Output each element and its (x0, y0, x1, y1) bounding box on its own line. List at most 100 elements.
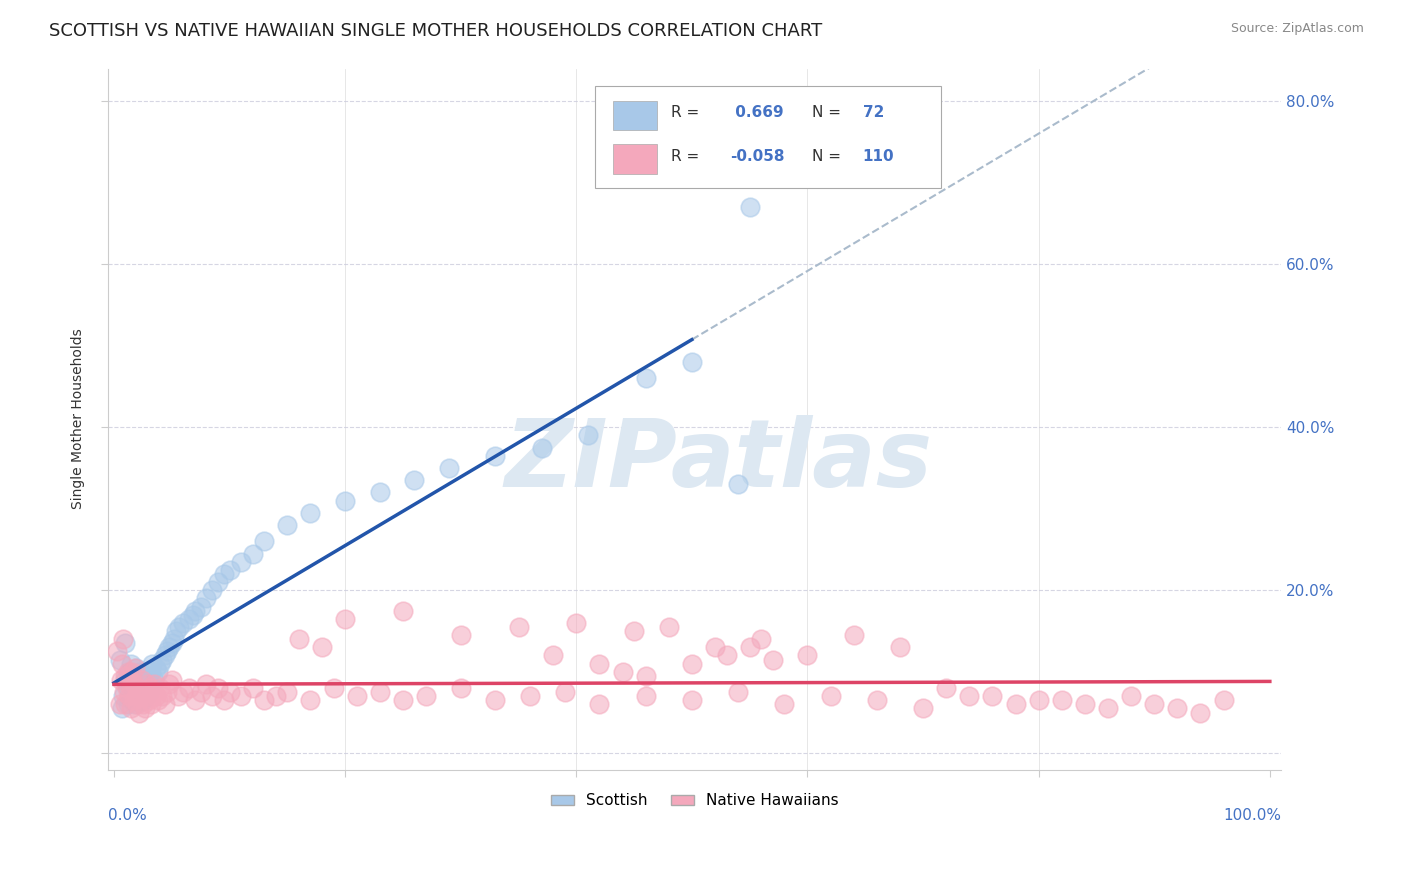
Point (796, 648, 818, 663)
Point (118, 690, 141, 704)
Point (276, 518, 298, 533)
Point (623, 624, 645, 638)
Text: R =: R = (671, 105, 700, 120)
Point (658, 620, 681, 634)
Point (111, 657, 134, 671)
Point (136, 677, 159, 691)
Point (212, 566, 235, 581)
Point (264, 690, 287, 704)
Text: 0.669: 0.669 (730, 105, 783, 120)
Point (139, 665, 162, 679)
Point (218, 685, 240, 699)
Point (392, 693, 415, 707)
Point (122, 693, 145, 707)
Point (135, 690, 157, 704)
Point (108, 698, 131, 712)
Text: 110: 110 (862, 149, 894, 163)
Point (172, 685, 194, 699)
Point (588, 657, 610, 671)
Point (127, 693, 149, 707)
Point (704, 640, 727, 655)
Point (149, 657, 172, 671)
Text: 72: 72 (862, 105, 884, 120)
Point (156, 644, 179, 658)
Point (484, 449, 506, 463)
Point (132, 685, 155, 699)
Point (1097, 701, 1119, 715)
Point (165, 624, 187, 638)
Point (842, 628, 865, 642)
Point (346, 690, 368, 704)
Point (612, 665, 634, 679)
Point (132, 698, 155, 712)
Point (110, 673, 132, 687)
Point (727, 477, 749, 491)
Point (153, 698, 176, 712)
Point (177, 681, 200, 695)
Point (108, 652, 131, 666)
Point (141, 657, 163, 671)
Point (820, 690, 842, 704)
Point (120, 673, 142, 687)
Point (229, 555, 252, 569)
Point (253, 693, 276, 707)
Point (112, 632, 135, 647)
Point (242, 681, 264, 695)
Point (163, 632, 186, 647)
Point (115, 681, 138, 695)
Point (773, 698, 796, 712)
Point (184, 604, 207, 618)
Point (122, 669, 145, 683)
Text: ZIPatlas: ZIPatlas (505, 415, 932, 508)
Point (190, 685, 212, 699)
Bar (613, 101, 657, 130)
Point (138, 685, 160, 699)
Point (195, 591, 218, 606)
Point (981, 690, 1004, 704)
Point (229, 690, 252, 704)
Point (120, 657, 142, 671)
Point (201, 690, 224, 704)
Point (392, 604, 415, 618)
Point (368, 485, 391, 500)
Point (117, 681, 139, 695)
Point (912, 701, 935, 715)
Point (1121, 690, 1143, 704)
Point (143, 673, 166, 687)
Point (146, 693, 169, 707)
Text: -0.058: -0.058 (730, 149, 785, 163)
Point (681, 693, 703, 707)
Point (129, 690, 152, 704)
Point (1166, 701, 1188, 715)
Point (530, 441, 553, 455)
Point (145, 690, 167, 704)
Point (207, 575, 229, 590)
Point (128, 681, 150, 695)
Point (866, 693, 889, 707)
Point (368, 685, 391, 699)
Point (157, 640, 180, 655)
Point (541, 648, 564, 663)
Point (152, 690, 174, 704)
Point (122, 677, 145, 691)
Point (576, 428, 599, 442)
Point (145, 661, 167, 675)
Point (634, 669, 657, 683)
Point (681, 355, 703, 369)
Point (749, 632, 772, 647)
Text: 100.0%: 100.0% (1223, 808, 1281, 823)
Point (143, 677, 166, 691)
Point (131, 673, 153, 687)
Point (153, 648, 176, 663)
Point (935, 681, 957, 695)
Point (125, 690, 148, 704)
Point (134, 669, 156, 683)
Point (124, 698, 146, 712)
Point (437, 461, 460, 475)
Point (125, 673, 148, 687)
Point (124, 661, 146, 675)
Point (181, 607, 204, 622)
Point (450, 681, 472, 695)
Point (139, 698, 162, 712)
Point (146, 665, 169, 679)
